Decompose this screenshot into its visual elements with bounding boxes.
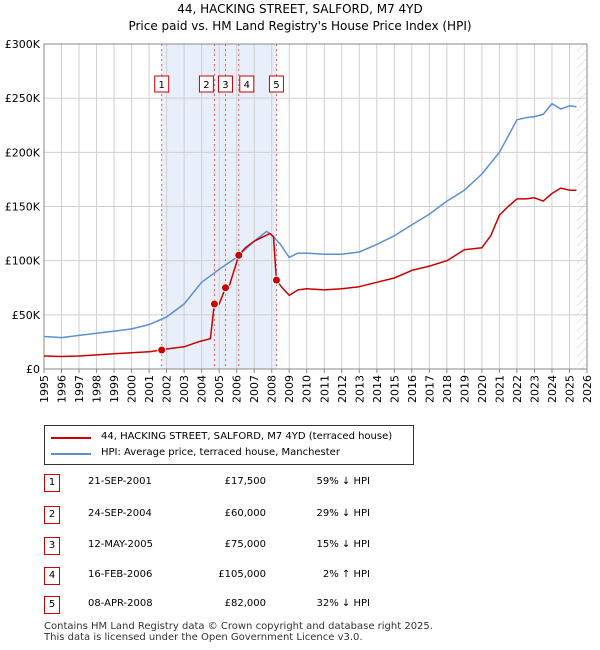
y-tick-label: £0: [26, 363, 40, 376]
sale-number-badge: 4: [44, 567, 60, 585]
transaction-label-box: [268, 75, 284, 93]
y-tick-label: £150K: [5, 201, 41, 214]
sale-price: £105,000: [218, 569, 266, 580]
transaction-label: 4: [244, 80, 250, 91]
x-tick-label: 2026: [581, 375, 594, 403]
sale-hpi-diff: 2% ↑ HPI: [322, 569, 370, 580]
sale-number-badge: 2: [44, 506, 60, 524]
x-tick-label: 2015: [388, 375, 401, 403]
x-tick-label: 1995: [38, 375, 51, 403]
sale-number-badge: 5: [44, 596, 60, 614]
x-tick-label: 1996: [56, 375, 69, 403]
sale-price: £17,500: [224, 476, 266, 487]
x-tick-label: 1997: [73, 375, 86, 403]
transaction-label: 5: [273, 80, 279, 91]
chart-title-line1: 44, HACKING STREET, SALFORD, M7 4YD: [177, 2, 423, 16]
x-tick-label: 2009: [283, 375, 296, 403]
transaction-label: 1: [159, 80, 165, 91]
transaction-point: [234, 250, 244, 260]
x-tick-label: 2014: [371, 375, 384, 403]
sale-price: £82,000: [224, 598, 266, 609]
sale-hpi-diff: 59% ↓ HPI: [316, 476, 370, 487]
price-chart: 1 2 3 4 5 £0 £50K £100K £150K £200K £250K £300K 1995…: [5, 38, 594, 403]
x-tick-label: 1999: [108, 375, 121, 403]
sale-date: 16-FEB-2006: [88, 569, 153, 580]
y-tick-label: £50K: [12, 309, 41, 322]
sale-hpi-diff: 32% ↓ HPI: [316, 598, 370, 609]
y-tick-label: £300K: [5, 38, 41, 51]
sale-number-badge: 3: [44, 537, 60, 555]
table-row: 1 21-SEP-2001 £17,500 59% ↓ HPI: [0, 474, 600, 494]
transaction-label-box: [154, 75, 170, 93]
x-tick-label: 2006: [231, 375, 244, 403]
x-tick-label: 2011: [318, 375, 331, 403]
legend-hpi-line: [51, 453, 91, 455]
chart-title-line2: Price paid vs. HM Land Registry's House …: [128, 19, 472, 33]
legend-hpi-label: HPI: Average price, terraced house, Manc…: [101, 447, 340, 458]
sale-hpi-diff: 29% ↓ HPI: [316, 508, 370, 519]
sale-price: £75,000: [224, 539, 266, 550]
hpi-line: [43, 102, 577, 339]
x-tick-label: 2013: [353, 375, 366, 403]
x-tick-label: 2005: [213, 375, 226, 403]
transaction-point: [220, 283, 230, 293]
transaction-point: [271, 275, 281, 285]
footer: Contains HM Land Registry data © Crown c…: [44, 621, 433, 643]
legend: 44, HACKING STREET, SALFORD, M7 4YD (ter…: [44, 425, 414, 465]
transaction-point: [157, 345, 167, 355]
sale-date: 08-APR-2008: [88, 598, 153, 609]
legend-property-label: 44, HACKING STREET, SALFORD, M7 4YD (ter…: [101, 431, 393, 442]
legend-property-line: [51, 437, 91, 439]
x-tick-label: 2000: [126, 375, 139, 403]
y-tick-label: £200K: [5, 146, 41, 159]
table-row: 5 08-APR-2008 £82,000 32% ↓ HPI: [0, 596, 600, 616]
footer-copyright: Contains HM Land Registry data © Crown c…: [44, 621, 433, 632]
x-tick-label: 2010: [301, 375, 314, 403]
sale-number-badge: 1: [44, 474, 60, 492]
x-tick-label: 2016: [406, 375, 419, 403]
transaction-label-box: [217, 75, 233, 93]
transaction-label-box: [198, 75, 214, 93]
y-tick-label: £100K: [5, 255, 41, 268]
sale-date: 21-SEP-2001: [88, 476, 152, 487]
property-price-line: [43, 187, 577, 358]
x-tick-label: 2007: [248, 375, 261, 403]
footer-licence: This data is licensed under the Open Gov…: [44, 632, 363, 643]
x-tick-label: 2002: [161, 375, 174, 403]
x-tick-label: 2018: [441, 375, 454, 403]
x-tick-label: 2012: [336, 375, 349, 403]
x-tick-label: 2001: [143, 375, 156, 403]
x-tick-label: 2022: [511, 375, 524, 403]
x-tick-label: 2019: [458, 375, 471, 403]
x-tick-label: 2021: [493, 375, 506, 403]
x-tick-label: 2003: [178, 375, 191, 403]
x-tick-label: 2025: [563, 375, 576, 403]
table-row: 3 12-MAY-2005 £75,000 15% ↓ HPI: [0, 537, 600, 557]
x-tick-label: 2020: [476, 375, 489, 403]
transaction-point: [209, 299, 219, 309]
x-tick-label: 2023: [528, 375, 541, 403]
transaction-label-box: [239, 75, 255, 93]
plot-frame: [43, 43, 588, 370]
x-tick-label: 2017: [423, 375, 436, 403]
table-row: 2 24-SEP-2004 £60,000 29% ↓ HPI: [0, 506, 600, 526]
y-tick-label: £250K: [5, 92, 41, 105]
sale-date: 12-MAY-2005: [88, 539, 154, 550]
sale-price: £60,000: [224, 508, 266, 519]
x-tick-label: 2004: [196, 375, 209, 403]
transaction-label: 3: [222, 80, 228, 91]
table-row: 4 16-FEB-2006 £105,000 2% ↑ HPI: [0, 567, 600, 587]
x-tick-label: 2024: [546, 375, 559, 403]
x-tick-label: 2008: [266, 375, 279, 403]
sale-date: 24-SEP-2004: [88, 508, 152, 519]
x-tick-label: 1998: [91, 375, 104, 403]
sale-hpi-diff: 15% ↓ HPI: [316, 539, 370, 550]
transaction-label: 2: [203, 80, 209, 91]
